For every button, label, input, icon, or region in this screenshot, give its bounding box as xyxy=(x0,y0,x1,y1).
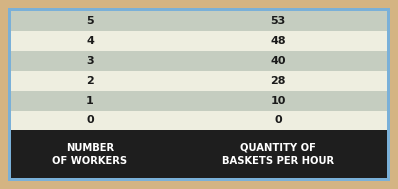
Text: 28: 28 xyxy=(270,76,286,86)
Text: QUANTITY OF
BASKETS PER HOUR: QUANTITY OF BASKETS PER HOUR xyxy=(222,143,334,166)
Text: 0: 0 xyxy=(274,115,282,125)
Bar xyxy=(11,91,387,111)
Text: 40: 40 xyxy=(270,56,286,66)
Bar xyxy=(11,31,387,51)
Text: 10: 10 xyxy=(270,96,286,105)
Bar xyxy=(11,71,387,91)
Bar xyxy=(11,11,387,31)
Text: 5: 5 xyxy=(86,16,94,26)
Text: 1: 1 xyxy=(86,96,94,105)
Text: 48: 48 xyxy=(270,36,286,46)
Text: NUMBER
OF WORKERS: NUMBER OF WORKERS xyxy=(53,143,127,166)
Bar xyxy=(11,130,387,178)
Bar xyxy=(11,51,387,71)
Text: 3: 3 xyxy=(86,56,94,66)
Text: 0: 0 xyxy=(86,115,94,125)
Text: 4: 4 xyxy=(86,36,94,46)
Bar xyxy=(11,111,387,130)
Text: 53: 53 xyxy=(270,16,286,26)
Text: 2: 2 xyxy=(86,76,94,86)
